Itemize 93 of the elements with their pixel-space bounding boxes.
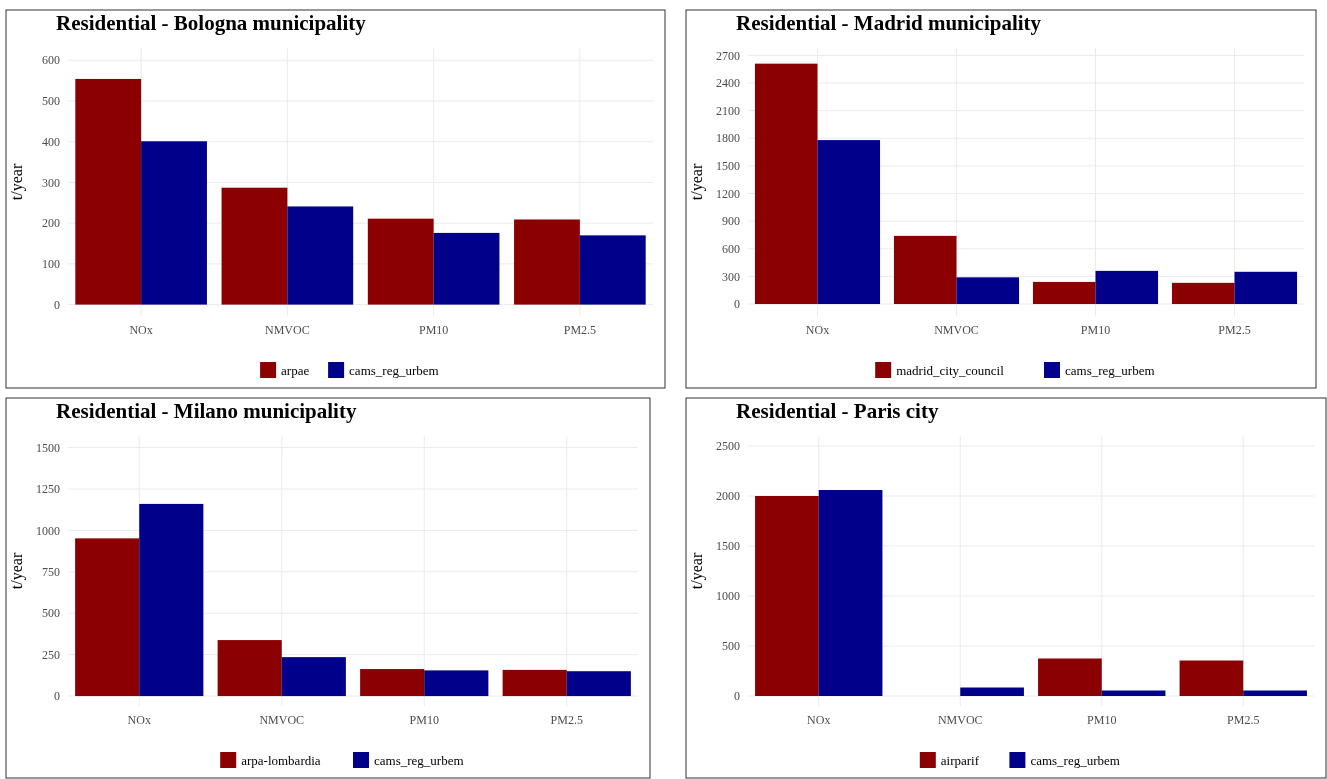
bar [579,235,646,305]
x-tick-label: PM2.5 [563,323,597,337]
y-tick-label: 1000 [716,589,740,604]
bar [221,187,288,305]
legend-label: arpa-lombardia [241,752,321,768]
bar [433,232,500,305]
y-tick-label: 900 [722,214,740,229]
x-tick-label: PM10 [1087,713,1117,727]
x-tick-label: NOx [129,323,153,337]
bar [1171,282,1235,305]
y-tick-label: 2700 [716,48,740,63]
y-axis-title: t/year [688,163,706,201]
y-tick-label: 750 [42,565,60,580]
legend-label: cams_reg_urbem [374,752,464,768]
bar [1038,658,1102,696]
y-tick-label: 0 [734,689,740,704]
bar [217,640,282,697]
y-tick-label: 2500 [716,439,740,454]
legend-label: cams_reg_urbem [1030,752,1120,768]
bar [1243,690,1307,696]
x-tick-label: NMVOC [265,323,310,337]
y-tick-label: 300 [42,175,60,190]
bar [1179,660,1244,696]
y-tick-label: 1500 [716,159,740,174]
y-tick-label: 1500 [716,539,740,554]
bar [960,687,1024,696]
x-tick-label: PM10 [1080,323,1111,337]
bar [514,219,580,305]
x-tick-label: PM10 [409,713,439,727]
y-tick-label: 1000 [36,523,60,538]
y-tick-label: 200 [42,216,60,231]
bar [893,235,957,305]
bar [424,670,489,697]
y-tick-label: 500 [42,606,60,621]
y-tick-label: 500 [42,94,60,109]
y-tick-label: 2400 [716,76,740,91]
y-tick-label: 2100 [716,103,740,118]
x-tick-label: NMVOC [937,713,983,727]
y-tick-label: 0 [54,689,60,704]
bar [139,503,204,697]
y-tick-label: 2000 [716,489,740,504]
y-tick-label: 0 [54,297,60,312]
chart-title: Residential - Paris city [736,399,939,423]
bar [754,63,818,305]
bar [818,490,883,696]
y-tick-label: 1800 [716,131,740,146]
legend-label: cams_reg_urbem [349,362,439,378]
y-tick-label: 300 [722,269,740,284]
y-axis-title: t/year [8,552,26,590]
y-tick-label: 400 [42,134,60,149]
bar [1101,690,1166,696]
legend-label: arpae [281,362,310,378]
legend-label: cams_reg_urbem [1065,362,1155,378]
x-tick-label: NOx [805,323,830,337]
bar [360,669,425,697]
bar [755,496,819,696]
y-tick-label: 500 [722,639,740,654]
y-tick-label: 1250 [36,482,60,497]
y-tick-label: 600 [722,241,740,256]
y-tick-label: 250 [42,647,60,662]
y-tick-label: 1500 [36,440,60,455]
x-tick-label: NMVOC [934,323,979,337]
x-tick-label: PM2.5 [1218,323,1251,337]
bar [1095,270,1159,305]
chart-title: Residential - Milano municipality [56,399,357,423]
bar [75,78,142,305]
x-tick-label: NOx [807,713,831,727]
bar [287,206,354,305]
bar [141,141,207,305]
y-axis-title: t/year [8,163,26,201]
x-tick-label: PM2.5 [550,713,583,727]
x-tick-label: NOx [127,713,151,727]
legend-label: airparif [940,752,980,768]
bar [502,669,567,697]
y-axis-title: t/year [688,552,706,590]
y-tick-label: 600 [42,53,60,68]
x-tick-label: NMVOC [259,713,305,727]
y-tick-label: 100 [42,257,60,272]
chart-title: Residential - Madrid municipality [736,11,1042,35]
y-tick-label: 0 [734,297,740,312]
bar [367,218,434,305]
bar [817,140,881,305]
bar [281,657,346,697]
x-tick-label: PM2.5 [1227,713,1260,727]
bar [1234,271,1298,305]
bar [75,538,140,697]
legend-label: madrid_city_council [896,362,1005,378]
bar [956,277,1020,305]
x-tick-label: PM10 [418,323,449,337]
bar [566,671,631,697]
chart-title: Residential - Bologna municipality [56,11,367,35]
bar [1032,281,1096,305]
y-tick-label: 1200 [716,186,740,201]
